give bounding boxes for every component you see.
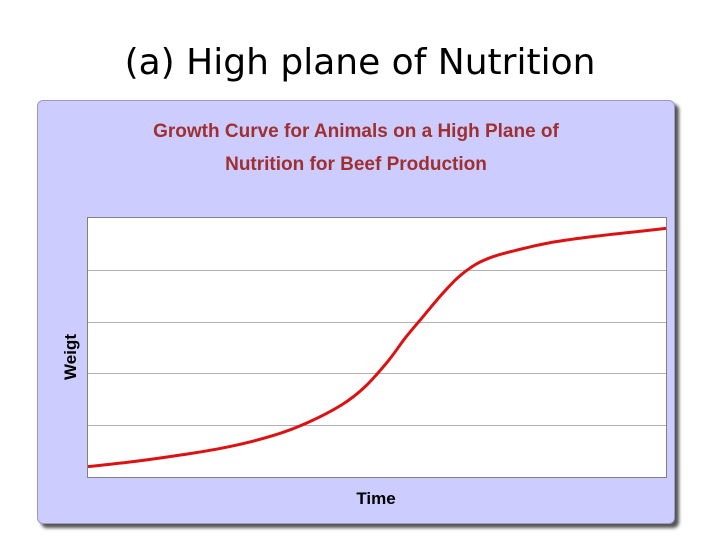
plot-svg: [88, 226, 666, 469]
chart-title-line-1: Growth Curve for Animals on a High Plane…: [153, 121, 559, 142]
plot-area: [87, 217, 667, 478]
series-line-0: [88, 226, 666, 469]
chart-title-line-2: Nutrition for Beef Production: [225, 154, 487, 175]
x-axis-label: Time: [356, 489, 396, 508]
chart-panel: Growth Curve for Animals on a High Plane…: [37, 100, 675, 524]
slide-title: (a) High plane of Nutrition: [124, 42, 596, 83]
grid-layer: [88, 270, 666, 426]
y-axis-label: Weigt: [61, 334, 80, 380]
series-layer: [88, 226, 666, 469]
